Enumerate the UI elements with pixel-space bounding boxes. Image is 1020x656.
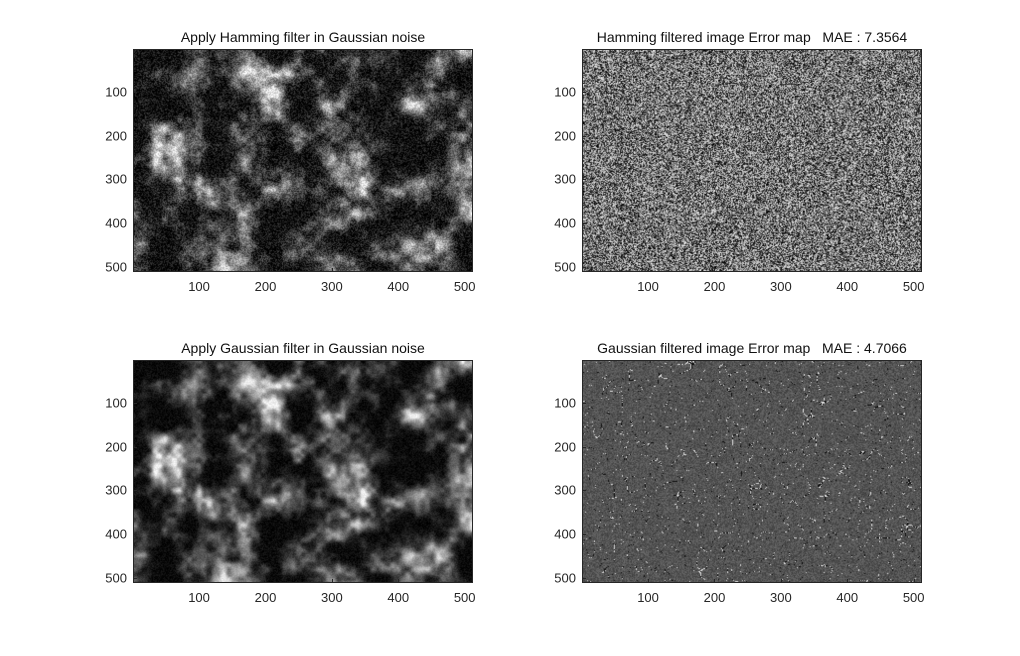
xtick-mark	[398, 579, 400, 583]
xtick-label: 200	[254, 279, 277, 294]
ytick-mark	[133, 490, 137, 492]
ytick-mark	[582, 403, 586, 405]
hamming-filtered-image-title: Apply Hamming filter in Gaussian noise	[180, 29, 426, 45]
xtick-label: 200	[703, 279, 726, 294]
xtick-mark	[714, 579, 716, 583]
xtick-label: 500	[902, 279, 925, 294]
ytick-mark	[582, 135, 586, 137]
ytick-label: 300	[105, 482, 127, 498]
ytick-label: 300	[554, 171, 576, 187]
ytick-mark	[133, 403, 137, 405]
ytick-label: 100	[105, 395, 127, 411]
ytick-mark	[582, 490, 586, 492]
xtick-label: 100	[637, 590, 659, 605]
ytick-label: 400	[105, 215, 127, 231]
xtick-label: 300	[770, 279, 792, 294]
hamming-filtered-image-axes[interactable]	[133, 49, 473, 272]
xtick-mark	[847, 579, 849, 583]
xtick-mark	[464, 268, 466, 272]
ytick-label: 200	[105, 128, 127, 144]
xtick-label: 300	[321, 590, 343, 605]
xtick-label: 500	[453, 590, 476, 605]
gaussian-error-map-axes[interactable]	[582, 360, 922, 583]
ytick-mark	[582, 223, 586, 224]
xtick-label: 400	[387, 590, 410, 605]
ytick-mark	[582, 92, 586, 94]
xtick-mark	[648, 579, 650, 583]
xtick-mark	[714, 268, 716, 272]
xtick-mark	[265, 268, 267, 272]
ytick-label: 200	[554, 128, 576, 144]
gaussian-filtered-image-image	[134, 361, 472, 582]
ytick-mark	[582, 266, 586, 268]
ytick-label: 100	[554, 395, 576, 411]
xtick-label: 500	[902, 590, 925, 605]
xtick-mark	[464, 579, 466, 583]
hamming-error-map-title: Hamming filtered image Error map MAE : 7…	[596, 29, 908, 45]
xtick-label: 500	[453, 279, 476, 294]
xtick-label: 200	[703, 590, 726, 605]
xtick-mark	[847, 268, 849, 272]
ytick-label: 400	[554, 526, 576, 542]
xtick-label: 400	[387, 279, 410, 294]
xtick-label: 400	[836, 590, 859, 605]
ytick-mark	[582, 179, 586, 181]
xtick-mark	[398, 268, 400, 272]
ytick-mark	[133, 179, 137, 181]
gaussian-filtered-image-title: Apply Gaussian filter in Gaussian noise	[181, 340, 425, 356]
ytick-mark	[133, 266, 137, 268]
xtick-label: 300	[770, 590, 792, 605]
xtick-mark	[780, 268, 782, 272]
xtick-label: 100	[188, 279, 210, 294]
xtick-mark	[913, 579, 915, 583]
ytick-label: 200	[554, 439, 576, 455]
gaussian-error-map-title: Gaussian filtered image Error map MAE : …	[597, 340, 907, 356]
ytick-label: 500	[554, 259, 576, 275]
xtick-mark	[331, 268, 333, 272]
xtick-label: 200	[254, 590, 277, 605]
ytick-label: 400	[554, 215, 576, 231]
xtick-mark	[199, 268, 201, 272]
ytick-mark	[133, 446, 137, 448]
ytick-mark	[582, 534, 586, 535]
ytick-mark	[133, 534, 137, 535]
ytick-label: 300	[105, 171, 127, 187]
ytick-label: 300	[554, 482, 576, 498]
ytick-label: 400	[105, 526, 127, 542]
ytick-label: 500	[554, 570, 576, 586]
ytick-mark	[133, 135, 137, 137]
ytick-label: 200	[105, 439, 127, 455]
gaussian-error-map-image	[583, 361, 921, 582]
ytick-mark	[582, 446, 586, 448]
hamming-error-map-axes[interactable]	[582, 49, 922, 272]
ytick-label: 500	[105, 259, 127, 275]
ytick-label: 100	[105, 84, 127, 100]
xtick-mark	[199, 579, 201, 583]
ytick-mark	[133, 223, 137, 224]
xtick-mark	[648, 268, 650, 272]
ytick-mark	[133, 92, 137, 94]
xtick-label: 100	[637, 279, 659, 294]
xtick-label: 100	[188, 590, 210, 605]
ytick-mark	[133, 577, 137, 579]
hamming-error-map-image	[583, 50, 921, 271]
xtick-mark	[780, 579, 782, 583]
ytick-mark	[582, 577, 586, 579]
xtick-mark	[265, 579, 267, 583]
xtick-mark	[913, 268, 915, 272]
xtick-mark	[331, 579, 333, 583]
ytick-label: 500	[105, 570, 127, 586]
xtick-label: 400	[836, 279, 859, 294]
hamming-filtered-image-image	[134, 50, 472, 271]
xtick-label: 300	[321, 279, 343, 294]
ytick-label: 100	[554, 84, 576, 100]
gaussian-filtered-image-axes[interactable]	[133, 360, 473, 583]
